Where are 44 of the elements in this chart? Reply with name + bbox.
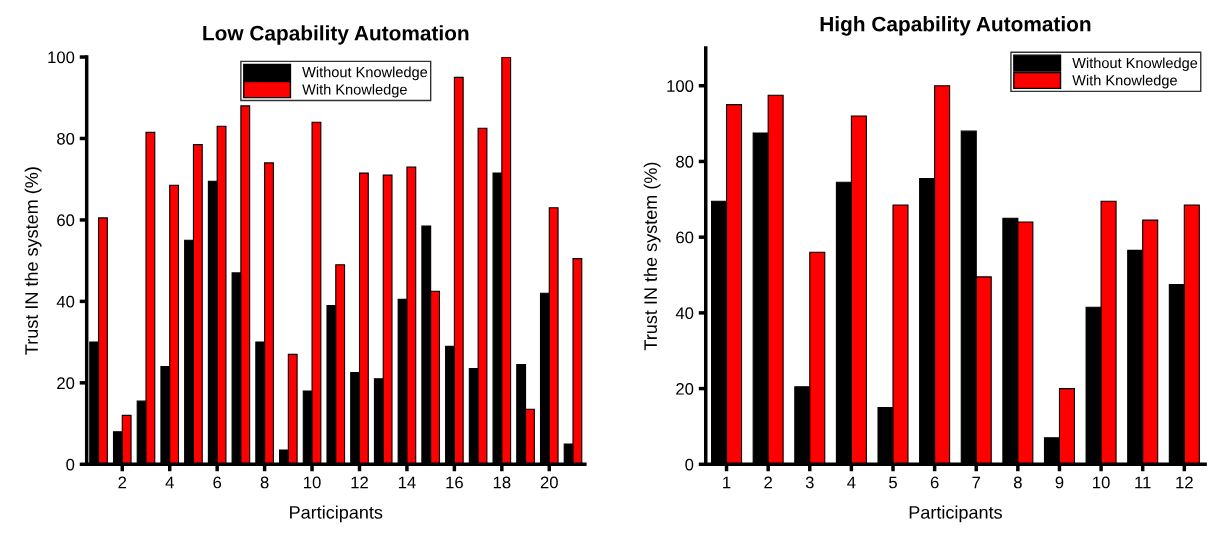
- y-axis-title: Trust IN the system (%): [643, 162, 661, 351]
- x-tick-label: 12: [351, 476, 368, 489]
- x-tick-label: 18: [493, 476, 511, 489]
- y-tick-label: 100: [667, 80, 694, 92]
- x-tick-label: 9: [1055, 476, 1064, 489]
- x-axis-title: Participants: [290, 505, 383, 523]
- y-tick-label: 0: [685, 458, 694, 471]
- x-tick-label: 2: [118, 476, 127, 489]
- y-tick-label: 60: [676, 231, 694, 244]
- y-tick-label: 80: [57, 132, 75, 145]
- y-tick-label: 40: [56, 295, 75, 308]
- y-tick-label: 0: [66, 458, 75, 471]
- x-tick-label: 10: [1093, 476, 1110, 489]
- y-tick-label: 20: [57, 377, 75, 390]
- chart-title: High Capability Automation: [820, 16, 1091, 36]
- y-tick-label: 40: [675, 307, 694, 320]
- chart-title: Low Capability Automation: [203, 25, 469, 45]
- x-tick-label: 11: [1135, 476, 1151, 489]
- y-tick-label: 20: [676, 382, 694, 395]
- x-tick-label: 5: [889, 476, 897, 489]
- x-tick-label: 4: [165, 476, 174, 489]
- x-tick-label: 7: [972, 476, 981, 489]
- x-tick-label: 8: [1013, 476, 1022, 489]
- x-tick-label: 3: [805, 476, 814, 489]
- legend-label: Without Knowledge: [1072, 57, 1198, 72]
- y-tick-label: 60: [57, 214, 75, 227]
- x-tick-label: 14: [398, 476, 416, 489]
- x-tick-label: 20: [540, 476, 558, 489]
- x-tick-label: 6: [213, 476, 222, 489]
- x-tick-label: 2: [764, 476, 772, 489]
- x-tick-label: 1: [723, 476, 731, 489]
- x-tick-label: 16: [446, 476, 463, 489]
- y-axis-title: Trust IN the system (%): [24, 167, 42, 355]
- legend-label: With Knowledge: [302, 83, 407, 98]
- legend-label: With Knowledge: [1072, 74, 1177, 89]
- x-tick-label: 6: [930, 476, 939, 489]
- x-tick-label: 8: [260, 476, 269, 489]
- x-tick-label: 12: [1176, 476, 1193, 489]
- legend-label: Without Knowledge: [302, 66, 428, 81]
- y-tick-label: 100: [48, 51, 75, 64]
- x-axis-title: Participants: [909, 505, 1002, 523]
- y-tick-label: 80: [676, 155, 694, 168]
- x-tick-label: 4: [847, 476, 856, 489]
- x-tick-label: 10: [304, 476, 321, 489]
